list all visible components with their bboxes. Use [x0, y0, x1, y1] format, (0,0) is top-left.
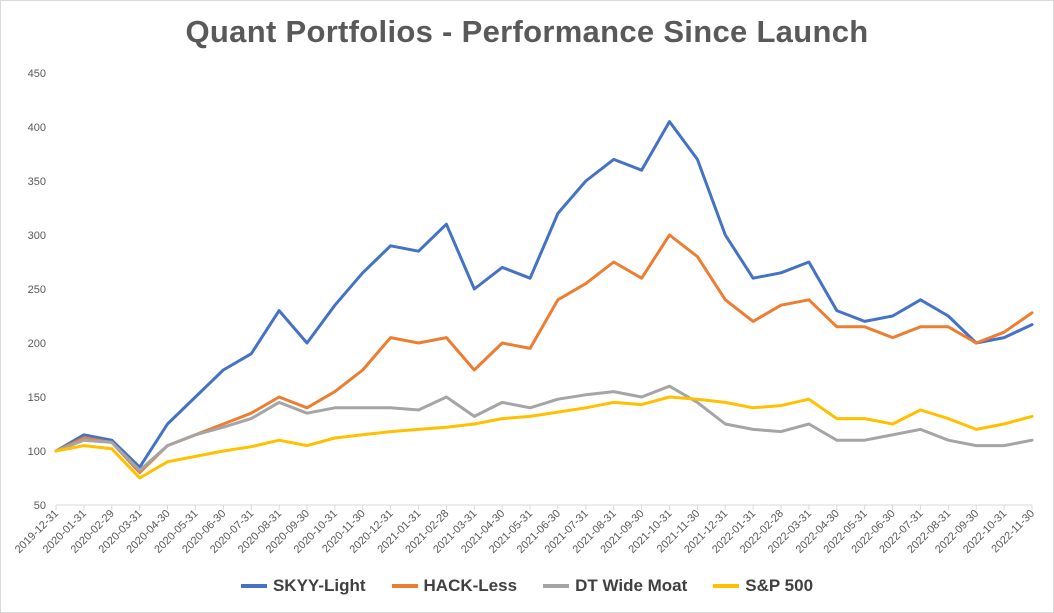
y-tick-label: 50	[34, 500, 46, 512]
series-line-skyy-light	[54, 120, 1034, 469]
chart-series	[54, 120, 1034, 480]
y-tick-label: 250	[28, 284, 46, 296]
y-tick-label: 400	[28, 122, 46, 134]
y-tick-label: 150	[28, 392, 46, 404]
series-line-s-p-500	[54, 395, 1034, 480]
series-line-dt-wide-moat	[54, 384, 1034, 472]
y-tick-label: 200	[28, 338, 46, 350]
chart-legend: SKYY-Light HACK-Less DT Wide Moat S&P 50…	[0, 576, 1054, 596]
legend-swatch-hack-less	[391, 584, 418, 588]
series-line-hack-less	[54, 233, 1034, 475]
legend-label-skyy-light: SKYY-Light	[272, 576, 366, 595]
y-tick-label: 100	[28, 446, 46, 458]
legend-item-sp-500[interactable]: S&P 500	[713, 576, 813, 596]
legend-label-hack-less: HACK-Less	[423, 576, 518, 595]
chart-title: Quant Portfolios - Performance Since Lau…	[185, 14, 869, 49]
y-tick-label: 350	[28, 176, 46, 188]
legend-item-hack-less[interactable]: HACK-Less	[391, 576, 518, 596]
legend-swatch-skyy-light	[240, 584, 267, 588]
legend-label-dt-wide-moat: DT Wide Moat	[575, 576, 688, 595]
legend-item-skyy-light[interactable]: SKYY-Light	[240, 576, 366, 596]
legend-swatch-dt-wide-moat	[543, 584, 570, 588]
legend-swatch-sp-500	[713, 584, 740, 588]
chart-axes: 501001502002503003504004502019-12-312020…	[13, 68, 1037, 556]
legend-label-sp-500: S&P 500	[745, 576, 814, 595]
y-tick-label: 300	[28, 230, 46, 242]
y-tick-label: 450	[28, 68, 46, 80]
legend-item-dt-wide-moat[interactable]: DT Wide Moat	[543, 576, 687, 596]
